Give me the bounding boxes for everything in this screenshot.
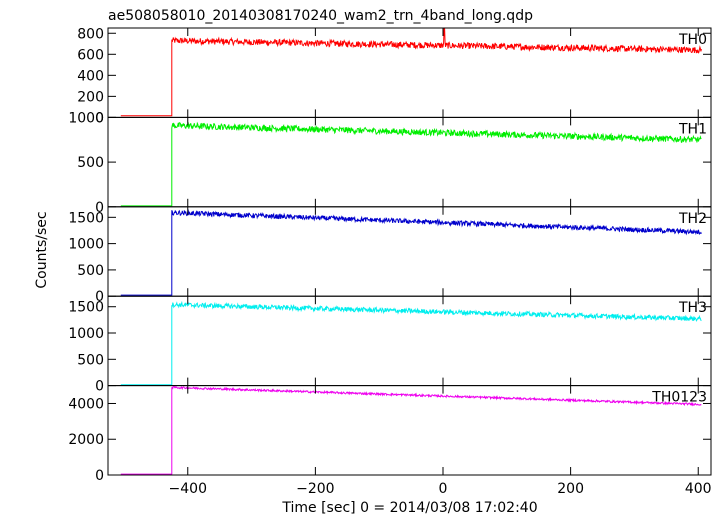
series-line-th0123	[120, 385, 702, 475]
panel-th1: 0 500 1000 TH1	[68, 110, 712, 216]
panel-th2: 0 500 1000 1500 TH2	[68, 206, 712, 305]
y-tick-label: 1500	[68, 210, 104, 226]
y-tick-label: 2000	[68, 432, 104, 448]
y-tick-label: 1000	[68, 326, 104, 342]
series-label-th2: TH2	[678, 211, 707, 227]
chart-title: ae508058010_20140308170240_wam2_trn_4ban…	[108, 8, 533, 24]
series-label-th3: TH3	[678, 300, 707, 316]
panel-th3: 0 500 1000 1500 TH3	[68, 295, 712, 395]
y-tick-label: 0	[95, 289, 104, 305]
y-tick-label: 500	[77, 352, 104, 368]
series-line-th1	[120, 121, 702, 207]
x-tick-label: 0	[439, 481, 448, 497]
y-axis-label: Counts/sec	[34, 211, 50, 288]
y-tick-label: 500	[77, 263, 104, 279]
series-line-th0	[120, 27, 702, 117]
y-tick-label: 200	[77, 89, 104, 105]
y-tick-label: 500	[77, 155, 104, 171]
x-tick-label: 400	[685, 481, 712, 497]
series-label-th0123: TH0123	[651, 390, 707, 406]
panel-th0: 0 200 400 600 800 TH0	[77, 26, 712, 126]
y-tick-label: 0	[95, 110, 104, 126]
panel-frame	[107, 116, 712, 208]
y-tick-label: 0	[95, 379, 104, 395]
x-tick-label: −200	[296, 481, 334, 497]
x-axis-label: Time [sec] 0 = 2014/03/08 17:02:40	[281, 500, 537, 516]
panel-th0123: 0 2000 4000 TH0123	[68, 385, 712, 484]
x-tick-label: 200	[557, 481, 584, 497]
panel-frame	[107, 385, 712, 476]
series-label-th0: TH0	[678, 32, 707, 48]
series-line-th3	[120, 300, 702, 386]
series-label-th1: TH1	[678, 121, 707, 137]
y-tick-label: 4000	[68, 396, 104, 412]
y-tick-label: 400	[77, 68, 104, 84]
y-tick-label: 0	[95, 468, 104, 484]
y-tick-label: 1000	[68, 110, 104, 126]
y-tick-label: 1000	[68, 237, 104, 253]
panels: 0 200 400 600 800 TH0 0 500 1000 TH1 0 500 1000 1500 T…	[68, 26, 711, 497]
x-tick-label: −400	[169, 481, 207, 497]
y-tick-label: 600	[77, 47, 104, 63]
series-line-th2	[120, 208, 702, 296]
y-tick-label: 0	[95, 200, 104, 216]
y-tick-label: 1500	[68, 300, 104, 316]
y-tick-label: 800	[77, 26, 104, 42]
